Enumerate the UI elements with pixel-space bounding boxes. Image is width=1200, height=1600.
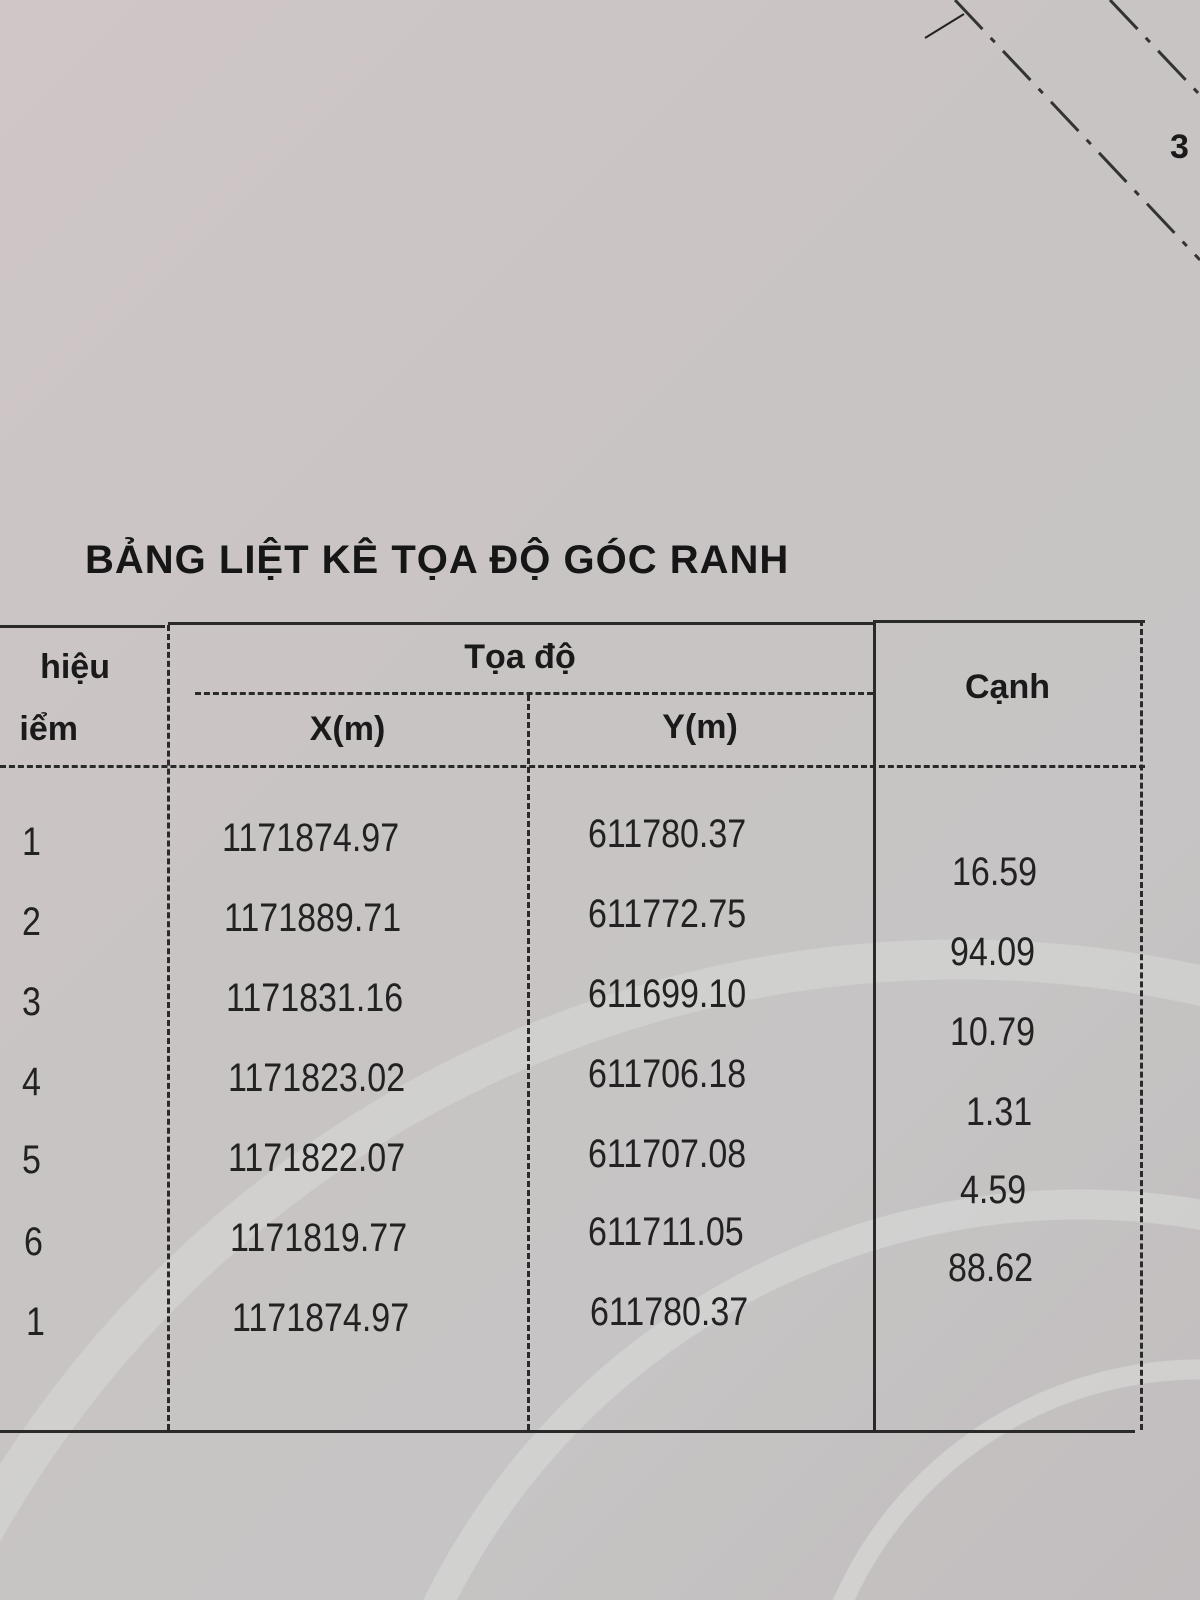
header-edge: Cạnh [965, 668, 1050, 706]
header-y: Y(m) [662, 708, 738, 746]
table-border-right [1140, 620, 1143, 1430]
point-id: 1 [26, 1300, 45, 1344]
table-title: BẢNG LIỆT KÊ TỌA ĐỘ GÓC RANH [85, 538, 790, 582]
column-divider [873, 620, 876, 1430]
header-bottom-border [0, 765, 1145, 768]
y-coordinate: 611780.37 [590, 1290, 749, 1334]
edge-length: 4.59 [960, 1168, 1027, 1212]
y-coordinate: 611711.05 [588, 1210, 744, 1254]
header-point-id: hiệu [40, 648, 110, 686]
column-divider [167, 625, 170, 1430]
y-coordinate: 611707.08 [588, 1132, 747, 1176]
point-id: 2 [22, 900, 41, 944]
edge-length: 10.79 [950, 1010, 1036, 1054]
header-coordinates: Tọa độ [464, 638, 576, 676]
header-x: X(m) [309, 710, 386, 748]
edge-length: 88.62 [948, 1246, 1034, 1290]
table-border-bottom [0, 1430, 1135, 1433]
header-point-id-line2: iểm [19, 710, 78, 748]
point-id: 1 [22, 820, 41, 864]
y-coordinate: 611772.75 [588, 892, 747, 936]
point-id: 6 [24, 1220, 43, 1264]
point-id: 3 [22, 980, 41, 1024]
edge-length: 1.31 [966, 1090, 1033, 1134]
y-coordinate: 611706.18 [588, 1052, 747, 1096]
parcel-number-label: 3 [1170, 128, 1189, 166]
parcel-boundary-line [1108, 0, 1200, 97]
header-divider [195, 692, 873, 695]
x-coordinate: 1171874.97 [232, 1296, 410, 1340]
x-coordinate: 1171889.71 [224, 896, 402, 940]
point-id: 4 [22, 1060, 41, 1104]
column-divider [527, 695, 530, 1430]
y-coordinate: 611780.37 [588, 812, 747, 856]
x-coordinate: 1171874.97 [222, 816, 400, 860]
edge-length: 16.59 [952, 850, 1038, 894]
x-coordinate: 1171819.77 [230, 1216, 408, 1260]
parcel-boundary-line [953, 0, 1200, 262]
table-border-top [875, 620, 1145, 623]
boundary-tick [924, 13, 965, 39]
table-border-top [168, 622, 873, 625]
y-coordinate: 611699.10 [588, 972, 747, 1016]
table-border-top [0, 625, 165, 628]
edge-length: 94.09 [950, 930, 1036, 974]
x-coordinate: 1171831.16 [226, 976, 404, 1020]
point-id: 5 [22, 1138, 41, 1182]
x-coordinate: 1171823.02 [228, 1056, 406, 1100]
x-coordinate: 1171822.07 [228, 1136, 406, 1180]
